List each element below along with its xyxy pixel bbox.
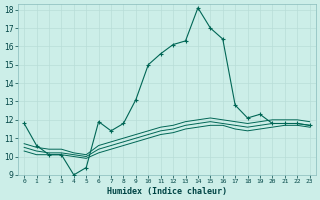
X-axis label: Humidex (Indice chaleur): Humidex (Indice chaleur) [107,187,227,196]
